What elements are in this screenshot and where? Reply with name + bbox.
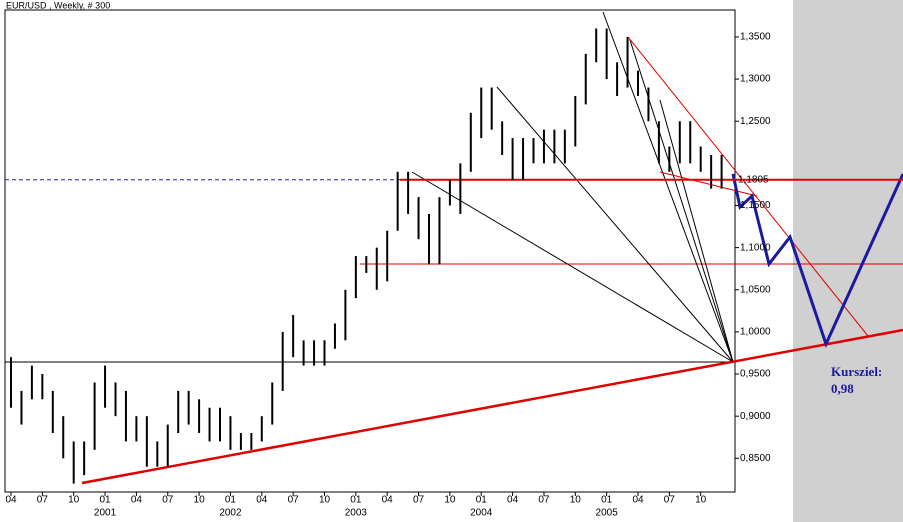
chart-title: EUR/USD , Weekly, # 300 (6, 0, 110, 10)
year-label: 2004 (470, 508, 493, 519)
x-tick-label: 04 (131, 495, 143, 506)
x-tick-label: 10 (194, 495, 206, 506)
x-tick-label: 07 (37, 495, 49, 506)
year-label: 2002 (219, 508, 242, 519)
x-tick-label: 07 (538, 495, 550, 506)
y-tick-label: 0,9500 (740, 369, 771, 380)
y-tick-label: 1,2500 (740, 116, 771, 127)
annotation: 0,98 (831, 381, 854, 396)
trendlines (5, 11, 903, 485)
x-tick-label: 07 (664, 495, 676, 506)
y-tick-label: 1,3000 (740, 74, 771, 85)
y-tick-label: 0,8500 (740, 453, 771, 464)
x-tick-label: 01 (476, 495, 488, 506)
y-tick-label: 0,9000 (740, 411, 771, 422)
annotation: Kursziel: (831, 364, 882, 379)
y-tick-label: 1,1500 (740, 200, 771, 211)
x-tick-label: 10 (444, 495, 456, 506)
year-label: 2003 (345, 508, 368, 519)
x-tick-label: 04 (256, 495, 268, 506)
x-tick-label: 10 (570, 495, 582, 506)
channel-line (659, 171, 758, 197)
x-tick-label: 07 (162, 495, 174, 506)
year-label: 2005 (596, 508, 619, 519)
x-tick-label: 10 (319, 495, 331, 506)
fan-line (496, 86, 734, 363)
x-tick-label: 07 (413, 495, 425, 506)
side-panel (793, 0, 903, 522)
y-tick-label: 1,0000 (740, 327, 771, 338)
y-tick-label: 1,3500 (740, 32, 771, 43)
x-tick-label: 04 (5, 495, 17, 506)
x-tick-label: 04 (507, 495, 519, 506)
x-tick-label: 10 (68, 495, 80, 506)
fan-line (602, 11, 734, 363)
y-tick-label: 1,1000 (740, 242, 771, 253)
x-tick-label: 10 (695, 495, 707, 506)
x-tick-label: 01 (601, 495, 613, 506)
plot-area (4, 9, 736, 493)
y-tick-label: 1,0500 (740, 284, 771, 295)
x-tick-label: 04 (632, 495, 644, 506)
x-tick-label: 07 (288, 495, 300, 506)
fan-line (629, 39, 734, 363)
x-tick-label: 04 (382, 495, 394, 506)
fan-line (659, 99, 734, 363)
x-tick-label: 01 (350, 495, 362, 506)
level-label: 1,1805 (738, 174, 769, 185)
year-label: 2001 (94, 508, 117, 519)
trend-line (81, 328, 903, 485)
projection (731, 173, 903, 349)
x-tick-label: 01 (225, 495, 237, 506)
channel-line (627, 36, 869, 337)
x-tick-label: 01 (99, 495, 111, 506)
fan-line (411, 171, 734, 363)
